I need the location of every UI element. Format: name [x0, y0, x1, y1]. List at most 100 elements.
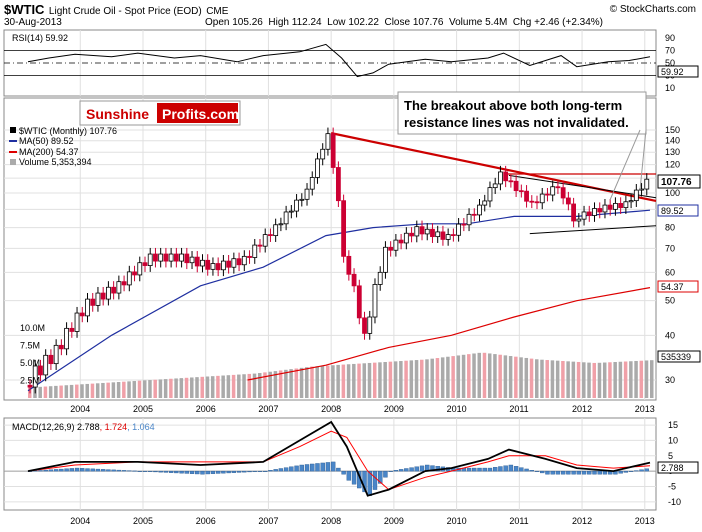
candle-body — [628, 200, 634, 203]
macd-histogram-bar — [148, 470, 153, 472]
volume-value: 5.4M — [485, 17, 508, 28]
candle-body — [597, 208, 603, 213]
candle-body — [513, 180, 519, 192]
volume-bar — [535, 359, 539, 398]
volume-bar — [195, 377, 199, 398]
volume-bar — [43, 386, 48, 398]
volume-bar — [190, 377, 194, 398]
macd-histogram-bar — [634, 470, 639, 472]
candle-body — [581, 211, 587, 220]
macd-tick-label: 5 — [668, 451, 673, 461]
svg-text:Sunshine: Sunshine — [86, 106, 149, 122]
price-tick-label: 80 — [665, 223, 675, 233]
volume-bar — [216, 375, 220, 398]
volume-bar — [587, 362, 591, 398]
macd-histogram-bar — [560, 470, 566, 475]
candle-body — [471, 213, 477, 216]
macd-histogram-bar — [59, 468, 64, 472]
volume-bar — [540, 359, 544, 398]
volume-bar — [54, 385, 58, 398]
candle-body — [372, 284, 378, 318]
candle-body — [74, 312, 80, 332]
volume-bar — [257, 373, 262, 398]
volume-bar — [184, 377, 189, 398]
candle-body — [252, 244, 258, 258]
candle-body — [48, 354, 54, 365]
macd-histogram-bar — [336, 467, 341, 472]
year-tick-label: 2005 — [133, 516, 153, 526]
macd-histogram-bar — [639, 469, 644, 472]
volume-bar — [550, 360, 555, 398]
candle-body — [487, 187, 493, 202]
volume-bar — [210, 376, 215, 398]
candle-body — [53, 344, 59, 365]
macd-histogram-bar — [268, 470, 273, 472]
macd-histogram-bar — [283, 467, 289, 472]
annotation-box: The breakout above both long-term resist… — [397, 91, 647, 201]
volume-bar — [226, 375, 231, 398]
volume-bar — [336, 364, 340, 398]
macd-histogram-bar — [325, 462, 331, 472]
candle-body — [85, 298, 90, 317]
volume-bar — [69, 384, 74, 398]
macd-histogram-bar — [587, 470, 592, 475]
volume-bar — [576, 361, 581, 398]
instrument-name: Light Crude Oil - Spot Price (EOD) — [48, 6, 202, 17]
rsi-tick-label: 10 — [665, 83, 675, 93]
candle-body — [179, 253, 184, 262]
price-tick-label: 60 — [665, 267, 675, 277]
candle-body — [430, 228, 435, 238]
candle-body — [529, 200, 535, 203]
macd-histogram-bar — [242, 470, 247, 473]
volume-bar — [48, 386, 53, 398]
macd-histogram-bar — [257, 470, 263, 472]
candle-body — [32, 365, 38, 388]
volume-bar — [200, 376, 204, 398]
volume-badge: 535339 — [657, 350, 701, 363]
candle-body — [142, 262, 148, 266]
macd-histogram-bar — [367, 470, 372, 496]
volume-bar — [85, 383, 89, 398]
volume-bar — [148, 380, 152, 398]
candle-body — [335, 167, 341, 202]
candle-body — [106, 286, 111, 300]
ma50-line — [27, 209, 651, 392]
macd-tick-label: 15 — [668, 420, 678, 430]
candle-body — [565, 197, 571, 205]
volume-bar — [555, 360, 560, 398]
macd-histogram-bar — [195, 470, 200, 475]
ticker: $WTIC — [4, 2, 45, 17]
volume-bar — [273, 371, 278, 398]
volume-bar — [357, 363, 361, 398]
volume-bar — [508, 356, 513, 398]
close-value: 107.76 — [412, 17, 444, 28]
candle-body — [64, 327, 69, 350]
volume-bar — [237, 374, 241, 398]
year-tick-label: 2011 — [509, 404, 528, 414]
price-tick-label: 70 — [665, 243, 675, 253]
candle-body — [435, 231, 441, 238]
volume-bar — [461, 354, 466, 398]
svg-text:89.52: 89.52 — [661, 206, 684, 216]
volume-bar — [315, 366, 319, 398]
volume-bar — [352, 363, 356, 398]
candle-body — [377, 271, 383, 285]
axis-labels: 2004 2004 2005 2005 2006 2006 2007 2007 2008 2008… — [20, 33, 681, 526]
volume-bar — [137, 380, 142, 398]
volume-bar — [393, 361, 398, 398]
macd-histogram-bar — [43, 469, 48, 472]
macd-histogram-bar — [127, 470, 132, 472]
macd-histogram-bar — [132, 470, 137, 472]
macd-histogram-bar — [576, 470, 582, 475]
candle-body — [95, 292, 101, 306]
candle-body — [288, 210, 294, 213]
candle-body — [623, 201, 629, 209]
price-tick-label: 120 — [665, 160, 680, 170]
candle-body — [456, 223, 462, 236]
open-value: 105.26 — [232, 17, 263, 28]
year-tick-label: 2007 — [258, 404, 278, 414]
macd-histogram-bar — [163, 470, 169, 473]
candle-body — [440, 231, 446, 240]
volume-bar — [325, 365, 330, 398]
